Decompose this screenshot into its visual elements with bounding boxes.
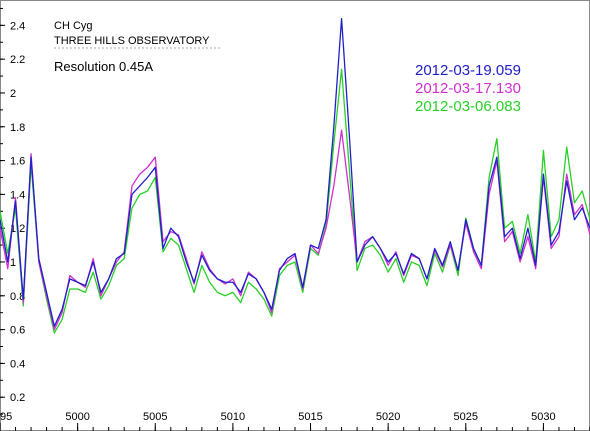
observatory-name: THREE HILLS OBSERVATORY [54,35,210,47]
x-tick-label: 5005 [143,411,167,423]
y-tick-label: 0.2 [10,392,25,404]
legend-series-3: 2012-03-06.083 [415,98,521,115]
legend-series-1: 2012-03-19.059 [415,62,521,79]
series-line-1 [0,17,590,327]
y-tick-label: 2 [10,88,16,100]
series-line-3 [0,68,590,334]
series-lines [0,17,590,334]
y-tick-label: 1 [10,257,16,269]
x-tick-label: 5020 [376,411,400,423]
resolution-label: Resolution 0.45A [54,59,153,74]
y-tick-label: 0.6 [10,325,25,337]
y-tick-label: 1.6 [10,156,25,168]
x-tick-label: 5030 [531,411,555,423]
object-name: CH Cyg [54,20,93,32]
x-tick-label: 5000 [65,411,89,423]
y-tick-label: 2.2 [10,54,25,66]
x-tick-label: 4995 [0,411,12,423]
x-tick-label: 5015 [298,411,322,423]
y-tick-label: 1.8 [10,122,25,134]
y-tick-label: 2.4 [10,20,25,32]
y-tick-label: 1.4 [10,189,25,201]
y-tick-label: 0.8 [10,291,25,303]
legend-series-2: 2012-03-17.130 [415,80,521,97]
x-tick-label: 5025 [454,411,478,423]
y-tick-label: 0.4 [10,358,25,370]
x-tick-label: 5010 [221,411,245,423]
